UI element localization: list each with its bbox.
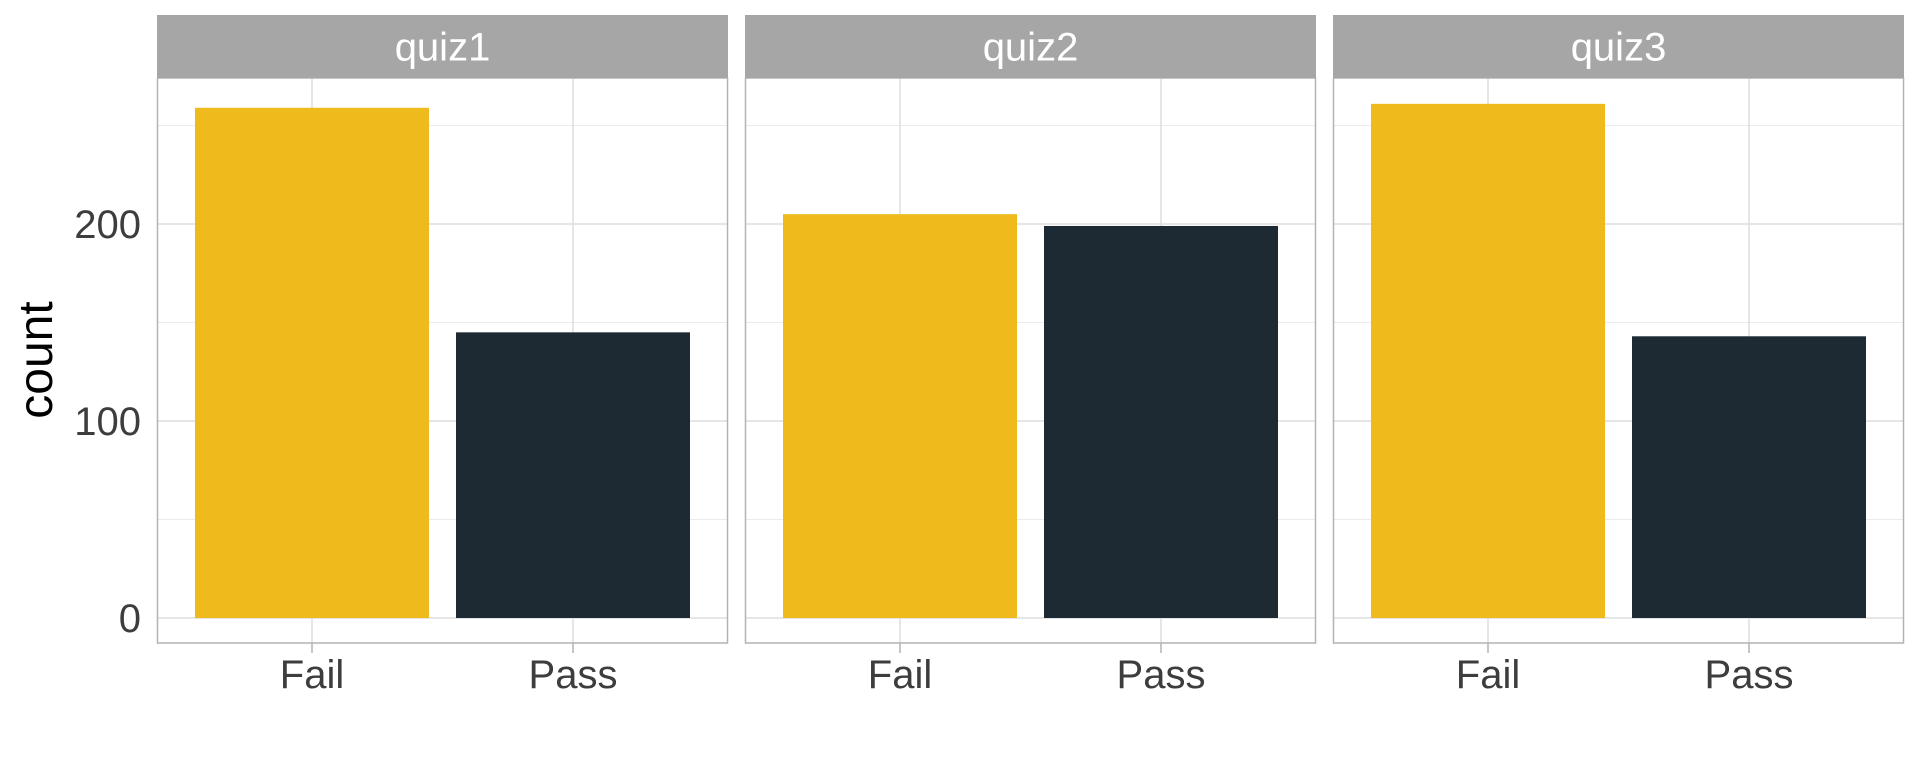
y-tick-label: 200 xyxy=(74,203,141,247)
bar-quiz3-fail xyxy=(1371,103,1605,618)
panel-quiz2: quiz2 Fail Pass xyxy=(744,15,1317,697)
panel-quiz1: quiz1 Fail Pass xyxy=(156,15,729,697)
bar-quiz1-fail xyxy=(195,107,429,619)
panel-quiz3: quiz3 Fail Pass xyxy=(1332,15,1905,697)
x-tick-label-fail: Fail xyxy=(280,653,344,697)
x-tick-label-fail: Fail xyxy=(1456,653,1520,697)
x-tick-label-fail: Fail xyxy=(868,653,932,697)
strip-label-quiz2: quiz2 xyxy=(983,26,1079,70)
bar-quiz2-fail xyxy=(783,214,1017,618)
y-axis-title: count xyxy=(10,301,63,418)
x-tick-label-pass: Pass xyxy=(1705,653,1794,697)
bar-quiz2-pass xyxy=(1044,225,1278,618)
bar-quiz1-pass xyxy=(456,332,690,618)
strip-background xyxy=(1333,15,1904,78)
bar-quiz3-pass xyxy=(1632,336,1866,618)
x-tick-label-pass: Pass xyxy=(1117,653,1206,697)
x-tick-label-pass: Pass xyxy=(529,653,618,697)
y-tick-label: 100 xyxy=(74,400,141,444)
strip-label-quiz3: quiz3 xyxy=(1571,26,1667,70)
strip-background xyxy=(157,15,728,78)
panels: 0 100 200 quiz1 Fail Pass quiz2 Fail Pass quiz3 Fa… xyxy=(74,15,1905,697)
strip-background xyxy=(745,15,1316,78)
y-tick-label: 0 xyxy=(119,597,141,641)
strip-label-quiz1: quiz1 xyxy=(395,26,491,70)
